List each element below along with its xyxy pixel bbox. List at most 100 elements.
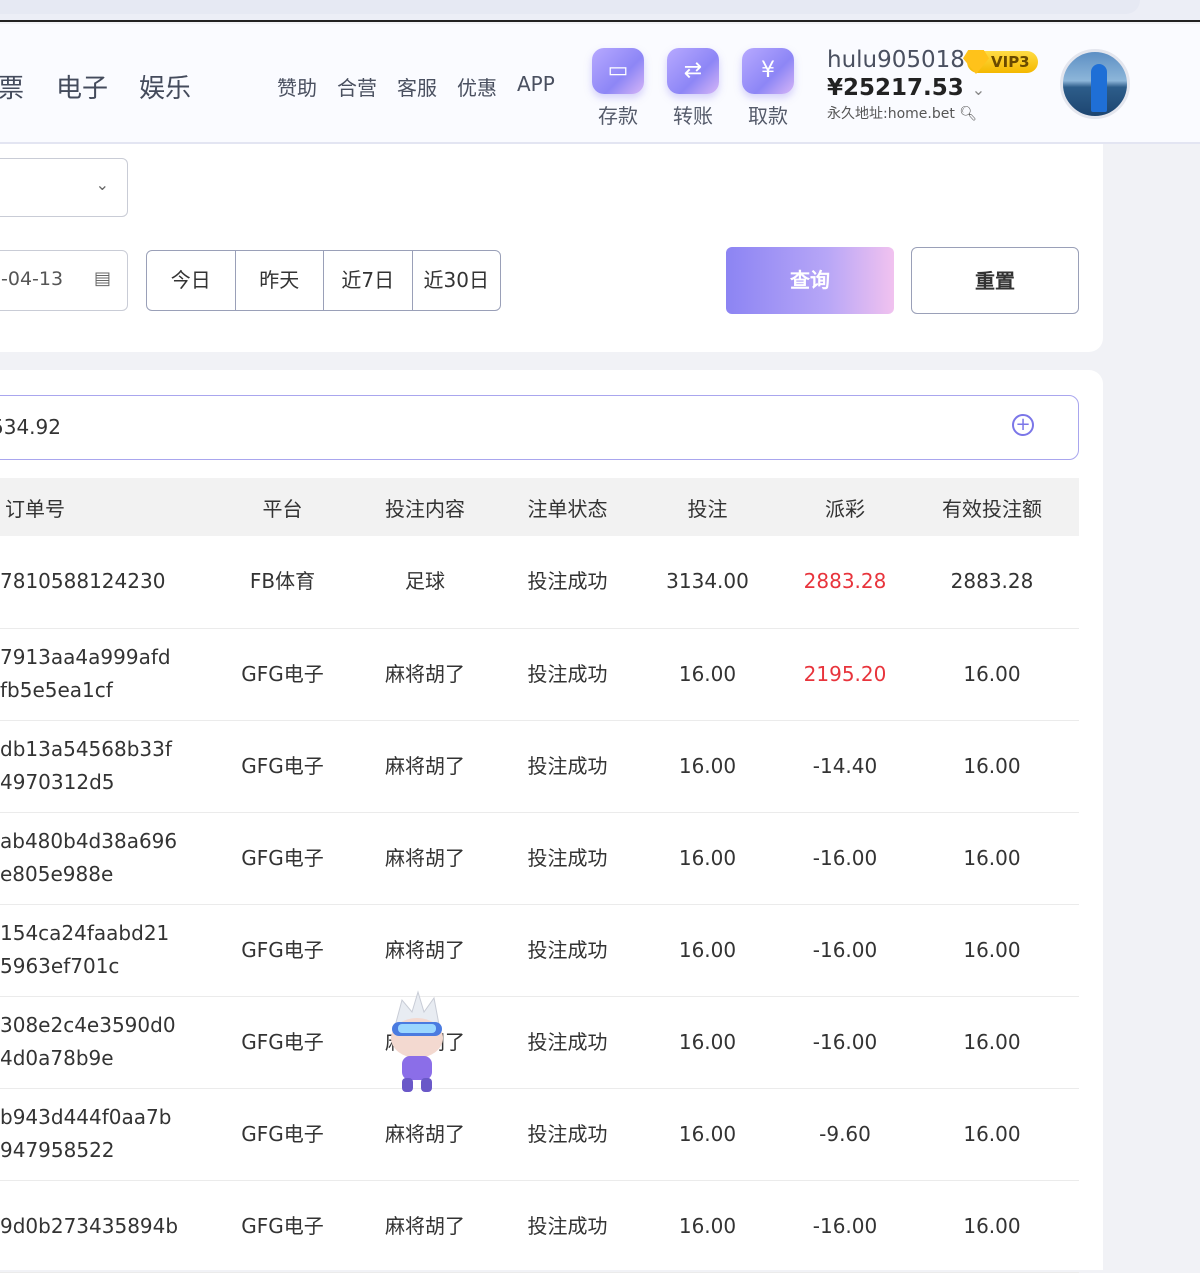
payout: 2195.20	[785, 628, 905, 721]
platform: GFG电子	[220, 812, 345, 905]
table-row[interactable]: 7913aa4a999afd fb5e5ea1cf GFG电子 麻将胡了 投注成功…	[0, 628, 1079, 721]
col-status: 注单状态	[505, 478, 630, 536]
bet-status: 投注成功	[505, 904, 630, 997]
valid-bet: 16.00	[905, 720, 1079, 813]
bet-content: 麻将胡了	[345, 1180, 505, 1273]
payout: -14.40	[785, 720, 905, 813]
bet-amount: 16.00	[630, 1180, 785, 1273]
balance: ¥25217.53	[827, 75, 964, 101]
payout: -16.00	[785, 1180, 905, 1273]
nav-partner[interactable]: 合营	[337, 76, 377, 100]
wallet-icon: ▭	[592, 48, 644, 94]
col-payout: 派彩	[785, 478, 905, 536]
bet-content: 麻将胡了	[345, 904, 505, 997]
type-select[interactable]: ⌄	[0, 158, 128, 217]
platform: FB体育	[220, 536, 345, 629]
platform: GFG电子	[220, 996, 345, 1089]
transfer-button[interactable]: ⇄ 转账	[665, 48, 721, 129]
order-number[interactable]: 308e2c4e3590d0 4d0a78b9e	[0, 996, 220, 1089]
valid-bet: 16.00	[905, 1088, 1079, 1181]
valid-bet: 16.00	[905, 812, 1079, 905]
permanent-address: 永久地址:home.bet	[827, 106, 955, 122]
avatar[interactable]	[1060, 49, 1130, 119]
date-end-input[interactable]: -04-13 ▤	[0, 250, 128, 311]
plus-circle-icon[interactable]: +	[1012, 414, 1034, 436]
quick-30days[interactable]: 近30日	[423, 268, 489, 292]
bet-amount: 16.00	[630, 812, 785, 905]
order-number[interactable]: 7810588124230	[0, 536, 220, 629]
browser-tab[interactable]	[0, 0, 1140, 14]
nav-sponsor[interactable]: 赞助	[277, 76, 317, 100]
mascot-icon[interactable]	[384, 990, 450, 1096]
table-row[interactable]: db13a54568b33f 4970312d5 GFG电子 麻将胡了 投注成功 …	[0, 720, 1079, 813]
col-content: 投注内容	[345, 478, 505, 536]
browser-tab-bar	[0, 0, 1200, 22]
table-row[interactable]: ab480b4d38a696 e805e988e GFG电子 麻将胡了 投注成功 …	[0, 812, 1079, 905]
bet-status: 投注成功	[505, 812, 630, 905]
diamond-icon	[963, 50, 989, 74]
payout: -16.00	[785, 904, 905, 997]
transfer-icon: ⇄	[667, 48, 719, 94]
order-number[interactable]: 9d0b273435894b	[0, 1180, 220, 1273]
payout: -16.00	[785, 996, 905, 1089]
quick-today[interactable]: 今日	[147, 251, 236, 310]
bet-status: 投注成功	[505, 720, 630, 813]
quick-date-group: 今日 昨天 近7日 近30日	[146, 250, 501, 311]
bet-content: 麻将胡了	[345, 720, 505, 813]
payout: -9.60	[785, 1088, 905, 1181]
nav-service[interactable]: 客服	[397, 76, 437, 100]
bet-amount: 16.00	[630, 904, 785, 997]
table-header: 订单号 平台 投注内容 注单状态 投注 派彩 有效投注额	[0, 478, 1079, 536]
bet-amount: 16.00	[630, 720, 785, 813]
bet-content: 麻将胡了	[345, 812, 505, 905]
order-number[interactable]: b943d444f0aa7b 947958522	[0, 1088, 220, 1181]
bet-amount: 3134.00	[630, 536, 785, 629]
calendar-icon: ▤	[93, 268, 111, 289]
quick-yesterday[interactable]: 昨天	[236, 251, 324, 310]
username: hulu905018	[827, 47, 965, 73]
withdraw-button[interactable]: ¥ 取款	[740, 48, 796, 129]
nav-entertainment[interactable]: 娱乐	[139, 74, 192, 104]
platform: GFG电子	[220, 904, 345, 997]
payout: -16.00	[785, 812, 905, 905]
valid-bet: 16.00	[905, 628, 1079, 721]
bet-amount: 16.00	[630, 1088, 785, 1181]
vip-badge: VIP3	[963, 50, 1038, 74]
quick-7days[interactable]: 近7日	[324, 251, 413, 310]
order-number[interactable]: 154ca24faabd21 5963ef701c	[0, 904, 220, 997]
order-number[interactable]: ab480b4d38a696 e805e988e	[0, 812, 220, 905]
bet-amount: 16.00	[630, 628, 785, 721]
nav-app[interactable]: APP	[517, 72, 555, 96]
nav-lottery[interactable]: 票	[0, 74, 25, 104]
search-icon[interactable]: 🔍︎	[959, 106, 978, 122]
platform: GFG电子	[220, 628, 345, 721]
chevron-down-circle-icon[interactable]: ⌄	[971, 80, 986, 99]
payout: 2883.28	[785, 536, 905, 629]
col-valid: 有效投注额	[905, 478, 1079, 536]
col-order: 订单号	[0, 478, 220, 536]
valid-bet: 2883.28	[905, 536, 1079, 629]
bet-amount: 16.00	[630, 996, 785, 1089]
bet-status: 投注成功	[505, 1180, 630, 1273]
table-row[interactable]: b943d444f0aa7b 947958522 GFG电子 麻将胡了 投注成功 …	[0, 1088, 1079, 1181]
table-row[interactable]: 154ca24faabd21 5963ef701c GFG电子 麻将胡了 投注成功…	[0, 904, 1079, 997]
valid-bet: 16.00	[905, 1180, 1079, 1273]
bet-content: 麻将胡了	[345, 1088, 505, 1181]
nav-promo[interactable]: 优惠	[457, 76, 497, 100]
order-number[interactable]: 7913aa4a999afd fb5e5ea1cf	[0, 628, 220, 721]
table-row[interactable]: 9d0b273435894b GFG电子 麻将胡了 投注成功 16.00 -16…	[0, 1180, 1079, 1273]
platform: GFG电子	[220, 1088, 345, 1181]
nav-electronic[interactable]: 电子	[56, 74, 109, 104]
table-row[interactable]: 7810588124230 FB体育 足球 投注成功 3134.00 2883.…	[0, 536, 1079, 629]
valid-bet: 16.00	[905, 904, 1079, 997]
order-number[interactable]: db13a54568b33f 4970312d5	[0, 720, 220, 813]
yen-icon: ¥	[742, 48, 794, 94]
search-input[interactable]: 534.92 +	[0, 395, 1079, 460]
deposit-button[interactable]: ▭ 存款	[590, 48, 646, 129]
bet-content: 足球	[345, 536, 505, 629]
bet-content: 麻将胡了	[345, 628, 505, 721]
platform: GFG电子	[220, 720, 345, 813]
reset-button[interactable]: 重置	[911, 247, 1079, 314]
query-button[interactable]: 查询	[726, 247, 894, 314]
